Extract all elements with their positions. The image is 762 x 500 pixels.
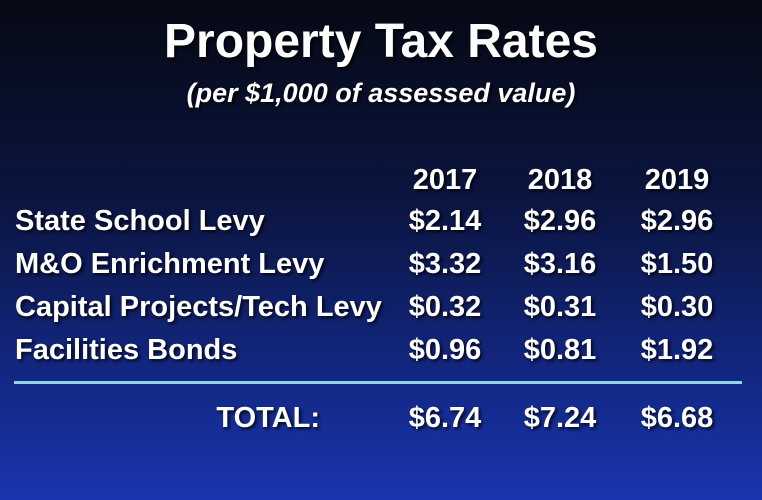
cell-value: $3.16 bbox=[523, 248, 597, 280]
cell-value: $1.92 bbox=[640, 334, 714, 366]
total-value: $6.68 bbox=[640, 402, 714, 434]
column-header: 2018 bbox=[527, 164, 593, 196]
total-value: $7.24 bbox=[523, 402, 597, 434]
row-label: Capital Projects/Tech Levy bbox=[15, 291, 382, 323]
cell-value: $0.31 bbox=[523, 291, 597, 323]
row-label: M&O Enrichment Levy bbox=[15, 248, 325, 280]
subtitle: (per $1,000 of assessed value) bbox=[186, 78, 576, 108]
total-value: $6.74 bbox=[408, 402, 482, 434]
column-header: 2017 bbox=[412, 164, 478, 196]
row-label: Facilities Bonds bbox=[15, 334, 238, 366]
row-label: State School Levy bbox=[15, 205, 265, 237]
cell-value: $2.96 bbox=[523, 205, 597, 237]
column-header: 2019 bbox=[644, 164, 710, 196]
cell-value: $2.14 bbox=[408, 205, 482, 237]
cell-value: $0.30 bbox=[640, 291, 714, 323]
title: Property Tax Rates bbox=[164, 15, 598, 68]
total-label: TOTAL: bbox=[216, 402, 320, 434]
cell-value: $1.50 bbox=[640, 248, 714, 280]
divider bbox=[14, 381, 742, 384]
cell-value: $0.32 bbox=[408, 291, 482, 323]
cell-value: $0.96 bbox=[408, 334, 482, 366]
cell-value: $2.96 bbox=[640, 205, 714, 237]
cell-value: $0.81 bbox=[523, 334, 597, 366]
cell-value: $3.32 bbox=[408, 248, 482, 280]
